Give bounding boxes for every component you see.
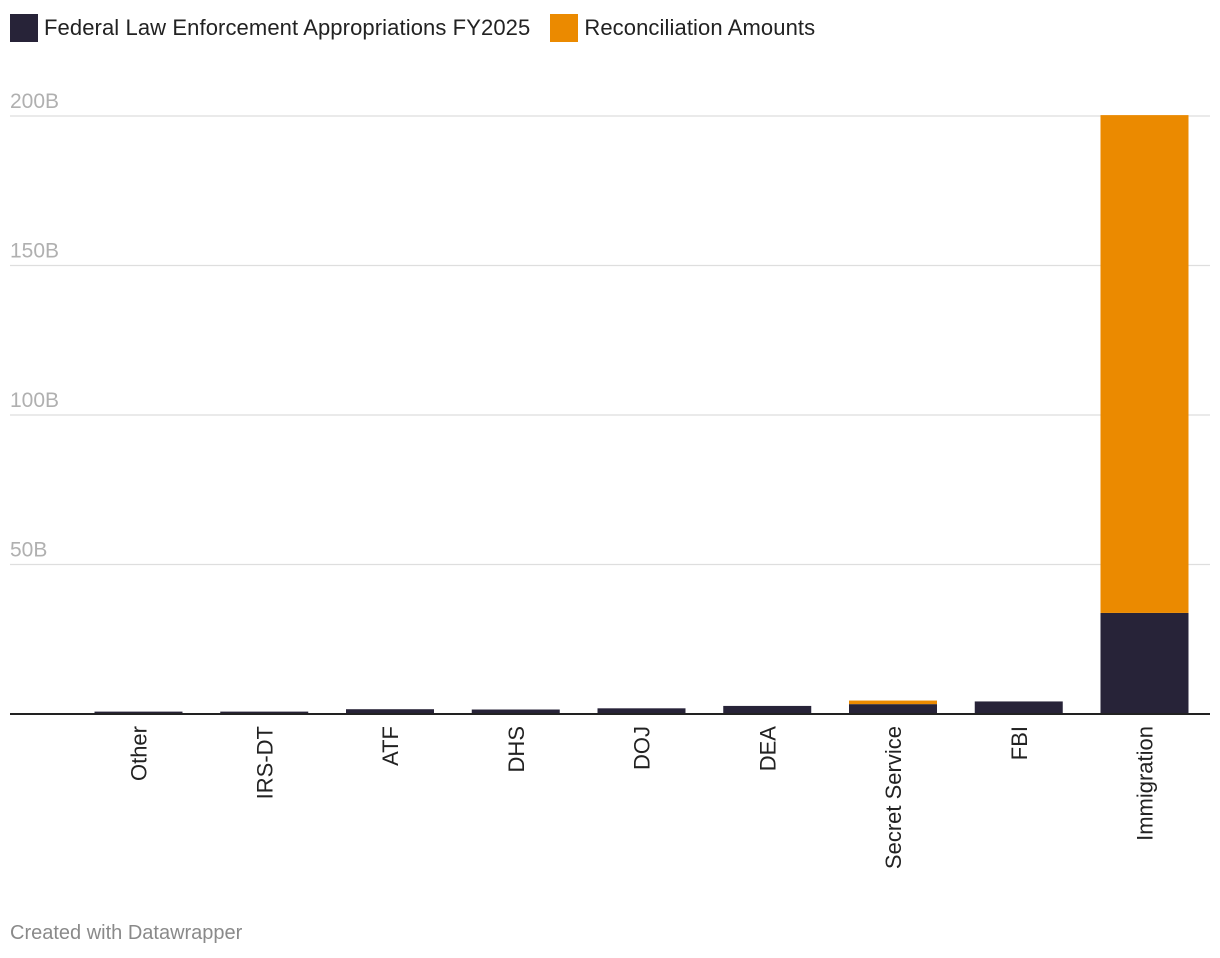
bar-immigration-reconciliation [1100,115,1189,613]
x-tick-label-dea: DEA [755,726,780,772]
bar-fbi-federal [974,701,1063,714]
x-tick-label-immigration: Immigration [1133,726,1158,841]
x-tick-label-fbi: FBI [1007,726,1032,760]
chart-legend: Federal Law Enforcement Appropriations F… [10,13,835,43]
bar-other-federal [94,711,183,714]
stacked-bar-chart: 50B 100B 150B 200B Other IRS-DT ATF DHS DOJ DEA Se… [10,90,1210,869]
x-tick-label-atf: ATF [378,726,403,766]
bar-dhs-federal [471,709,560,714]
y-tick-label-100B: 100B [10,389,59,412]
bar-secret-service-reconciliation [849,700,937,705]
y-tick-label-50B: 50B [10,539,47,562]
x-tick-label-irs-dt: IRS-DT [252,726,277,799]
legend-item-reconciliation: Reconciliation Amounts [550,14,815,42]
bar-immigration-federal [1100,612,1189,714]
bar-doj-federal [597,708,686,714]
legend-label-federal: Federal Law Enforcement Appropriations F… [44,15,531,40]
legend-swatch-reconciliation [550,14,579,42]
bar-irs-dt-federal [220,711,309,714]
x-tick-label-secret-service: Secret Service [881,726,906,869]
x-tick-label-doj: DOJ [630,726,655,770]
bar-dea-federal [723,705,812,714]
bar-atf-federal [346,709,434,714]
y-tick-label-150B: 150B [10,240,59,263]
legend-label-reconciliation: Reconciliation Amounts [584,15,816,40]
y-tick-label-200B: 200B [10,90,59,113]
bar-secret-service-federal [849,704,937,714]
x-tick-label-dhs: DHS [504,726,529,772]
x-tick-label-other: Other [127,726,152,781]
footer-credit: Created with Datawrapper [10,922,243,944]
legend-item-federal: Federal Law Enforcement Appropriations F… [10,14,530,42]
legend-swatch-federal [10,14,38,42]
